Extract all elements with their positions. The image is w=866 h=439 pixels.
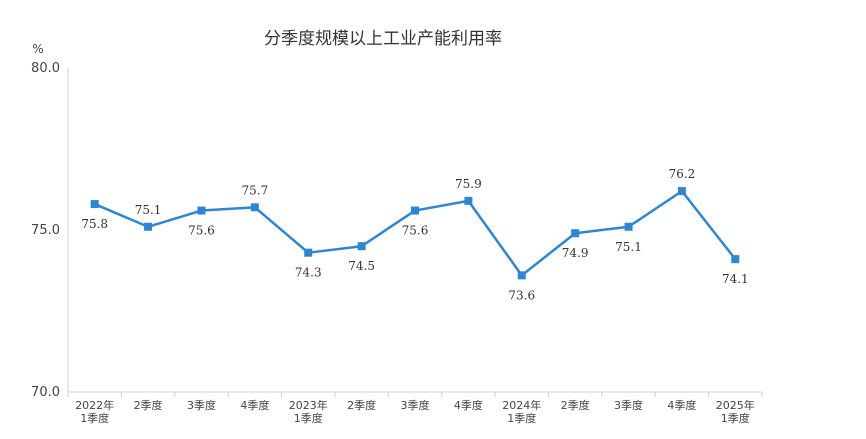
data-point (517, 271, 526, 280)
data-label: 74.3 (295, 266, 322, 280)
data-point (90, 200, 99, 209)
x-tick-label: 1季度 (721, 411, 750, 425)
y-tick-label: 75.0 (31, 223, 60, 238)
data-markers (90, 187, 740, 280)
x-tick-label: 1季度 (507, 411, 536, 425)
data-point (411, 206, 419, 215)
data-label: 75.6 (188, 224, 215, 238)
data-label: 75.1 (135, 203, 162, 217)
data-label: 73.6 (508, 288, 535, 302)
data-labels: 75.8 75.1 75.6 75.7 74.3 74.5 75.6 75.9 73.6 74.9… (81, 167, 748, 302)
data-point (197, 206, 206, 215)
y-tick-label: 70.0 (31, 385, 60, 400)
x-tick-label: 4季度 (240, 398, 269, 412)
y-axis-unit: % (32, 42, 43, 56)
x-tick-label: 2024年 (502, 398, 541, 412)
x-tick-label: 2025年 (716, 398, 755, 412)
chart-title: 分季度规模以上工业产能利用率 (264, 29, 502, 49)
data-label: 75.6 (402, 224, 429, 238)
data-label: 74.9 (562, 246, 589, 260)
data-label: 75.9 (455, 177, 482, 191)
x-tick-label: 2季度 (134, 398, 163, 412)
data-label: 74.1 (722, 272, 749, 286)
data-point (357, 242, 366, 251)
x-tick-label: 1季度 (294, 411, 323, 425)
x-tick-label: 3季度 (401, 398, 430, 412)
data-label: 75.8 (81, 217, 108, 231)
x-tick-label: 2季度 (347, 398, 376, 412)
data-point (144, 222, 153, 231)
data-point (677, 187, 686, 196)
data-point (731, 255, 740, 264)
data-label: 74.5 (348, 259, 375, 273)
data-point (250, 203, 259, 212)
x-tick-label: 4季度 (454, 398, 483, 412)
data-label: 75.7 (241, 183, 268, 197)
y-tick-labels: 70.0 75.0 80.0 (31, 61, 60, 400)
data-point (624, 222, 633, 231)
x-tick-label: 4季度 (667, 398, 696, 412)
x-tick-label: 1季度 (80, 411, 109, 425)
data-point (304, 248, 313, 257)
x-tick-label: 3季度 (614, 398, 643, 412)
y-tick-label: 80.0 (31, 61, 60, 76)
data-label: 75.1 (615, 240, 642, 254)
data-label: 76.2 (669, 167, 696, 181)
x-tick-label: 2季度 (561, 398, 590, 412)
x-tick-label: 3季度 (187, 398, 216, 412)
data-point (571, 229, 580, 238)
x-tick-label: 2022年 (75, 398, 114, 412)
data-point (464, 196, 473, 205)
x-tick-label: 2023年 (289, 398, 328, 412)
